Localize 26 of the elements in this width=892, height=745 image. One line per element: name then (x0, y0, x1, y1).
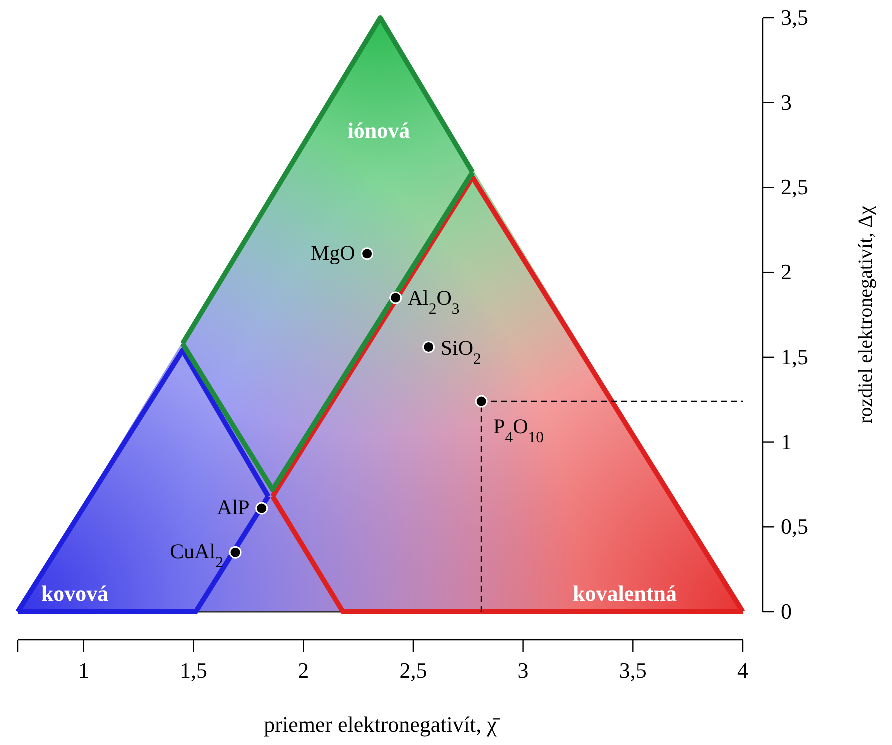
y-tick-label: 3,5 (781, 5, 808, 30)
y-tick-label: 0,5 (781, 514, 808, 540)
annotation: kovalentná (573, 581, 677, 606)
y-tick-label: 2,5 (781, 174, 808, 200)
annotation: kovová (41, 581, 109, 606)
x-tick-label: 1,5 (180, 658, 208, 683)
y-tick-label: 3 (781, 90, 792, 115)
annotation: SiO$_{2}$ (440, 336, 482, 368)
x-tick-label: 3,5 (619, 658, 647, 683)
x-axis-title: priemer elektronegativít, χ̄ (264, 712, 501, 737)
y-tick-label: 0 (781, 599, 792, 624)
annotation: iónová (348, 118, 410, 143)
x-tick-label: 2,5 (400, 658, 428, 683)
annotation: AlP (217, 495, 250, 520)
x-tick-label: 4 (738, 658, 748, 683)
annotation: P$_{4}$O$_{10}$ (494, 414, 544, 446)
y-tick-label: 1,5 (781, 344, 808, 370)
x-tick-label: 1 (78, 658, 90, 683)
y-tick-label: 2 (781, 260, 792, 285)
annotation: MgO (310, 240, 356, 265)
x-tick-label: 3 (518, 658, 529, 683)
annotation: CuAl$_{2}$ (170, 540, 224, 572)
y-tick-label: 1 (781, 429, 792, 454)
x-tick-label: 2 (298, 658, 310, 683)
annotation: Al$_{2}$O$_{3}$ (408, 286, 460, 318)
y-axis-title: rozdiel elektronegativít, Δχ (855, 206, 877, 424)
